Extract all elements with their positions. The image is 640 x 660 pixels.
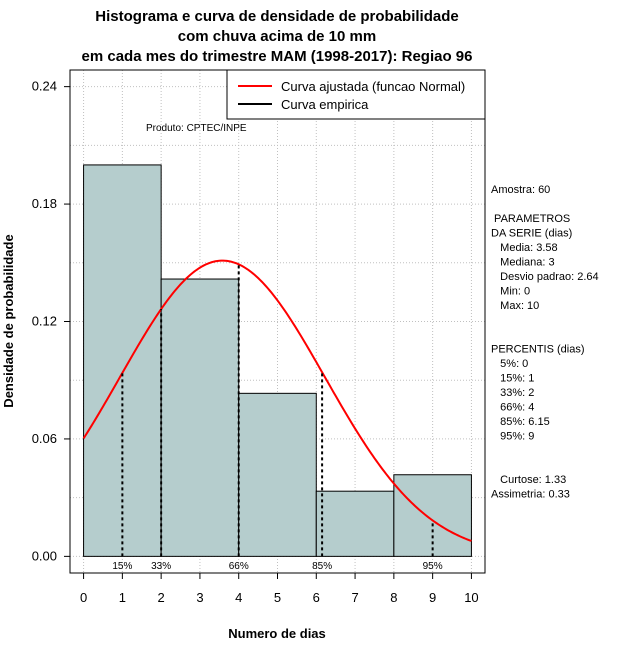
stats-line-4: DA SERIE (dias)	[491, 228, 572, 240]
stats-line-21: Curtose: 1.33	[491, 474, 566, 486]
stats-line-6: Mediana: 3	[491, 257, 555, 269]
x-tick-label-7: 7	[351, 590, 358, 605]
percentile-label-85%: 85%	[312, 561, 332, 572]
percentile-label-66%: 66%	[229, 561, 249, 572]
chart-title: Histograma e curva de densidade de proba…	[82, 8, 473, 65]
percentile-label-15%: 15%	[112, 561, 132, 572]
x-tick-label-2: 2	[158, 590, 165, 605]
histogram-bar-3	[238, 392, 317, 557]
percentile-label-33%: 33%	[151, 561, 171, 572]
y-tick-label-0.00: 0.00	[32, 548, 57, 563]
legend-label-1: Curva ajustada (funcao Normal)	[281, 79, 465, 94]
x-tick-label-6: 6	[313, 590, 320, 605]
statistics-panel: Amostra: 60 PARAMETROS DA SERIE (dias) Me…	[491, 184, 599, 501]
normal-curve-line	[82, 259, 472, 542]
stats-line-14: 15%: 1	[491, 373, 534, 385]
stats-line-16: 66%: 4	[491, 402, 534, 414]
y-tick-label-0.24: 0.24	[32, 79, 57, 94]
stats-line-13: 5%: 0	[491, 358, 528, 370]
normal-curve-group	[82, 259, 472, 542]
stats-line-1: Amostra: 60	[491, 184, 550, 196]
histogram-bars	[83, 164, 472, 557]
legend: Curva ajustada (funcao Normal) Curva empi…	[226, 69, 486, 120]
axes: 0 1 2 3 4 5 6 7 8 9 10 0.00 0.06 0.12 0.18 0.24 Numero d…	[1, 69, 486, 641]
percentile-markers: 15% 33% 66% 85% 95%	[112, 264, 443, 572]
title-line-3: em cada mes do trimestre MAM (1998-2017)…	[82, 48, 473, 65]
y-tick-label-0.12: 0.12	[32, 314, 57, 329]
stats-line-3: PARAMETROS	[491, 213, 570, 225]
x-tick-label-9: 9	[429, 590, 436, 605]
histogram-bar-2	[160, 278, 240, 557]
x-tick-label-5: 5	[274, 590, 281, 605]
stats-line-8: Min: 0	[491, 286, 530, 298]
stats-line-22: Assimetria: 0.33	[491, 489, 570, 501]
legend-box	[226, 69, 486, 120]
product-annotation: Produto: CPTEC/INPE	[146, 123, 247, 134]
y-axis-label: Densidade de probabilidade	[1, 234, 16, 407]
x-tick-label-10: 10	[464, 590, 478, 605]
stats-line-18: 95%: 9	[491, 431, 534, 443]
histogram-bar-1	[83, 164, 162, 557]
percentile-label-95%: 95%	[423, 561, 443, 572]
x-tick-label-0: 0	[80, 590, 87, 605]
y-tick-label-0.06: 0.06	[32, 431, 57, 446]
stats-line-7: Desvio padrao: 2.64	[491, 271, 599, 283]
title-line-1: Histograma e curva de densidade de proba…	[95, 8, 458, 25]
title-line-2: com chuva acima de 10 mm	[178, 28, 376, 45]
y-tick-label-0.18: 0.18	[32, 196, 57, 211]
stats-line-17: 85%: 6.15	[491, 416, 550, 428]
x-tick-label-8: 8	[390, 590, 397, 605]
x-tick-label-3: 3	[196, 590, 203, 605]
stats-line-15: 33%: 2	[491, 387, 534, 399]
legend-label-2: Curva empirica	[281, 97, 369, 112]
stats-line-9: Max: 10	[491, 300, 539, 312]
stats-line-5: Media: 3.58	[491, 242, 558, 254]
x-tick-label-1: 1	[119, 590, 126, 605]
histogram-bar-4	[315, 490, 395, 557]
x-axis-label: Numero de dias	[228, 626, 326, 641]
x-tick-label-4: 4	[235, 590, 242, 605]
stats-line-12: PERCENTIS (dias)	[491, 344, 585, 356]
